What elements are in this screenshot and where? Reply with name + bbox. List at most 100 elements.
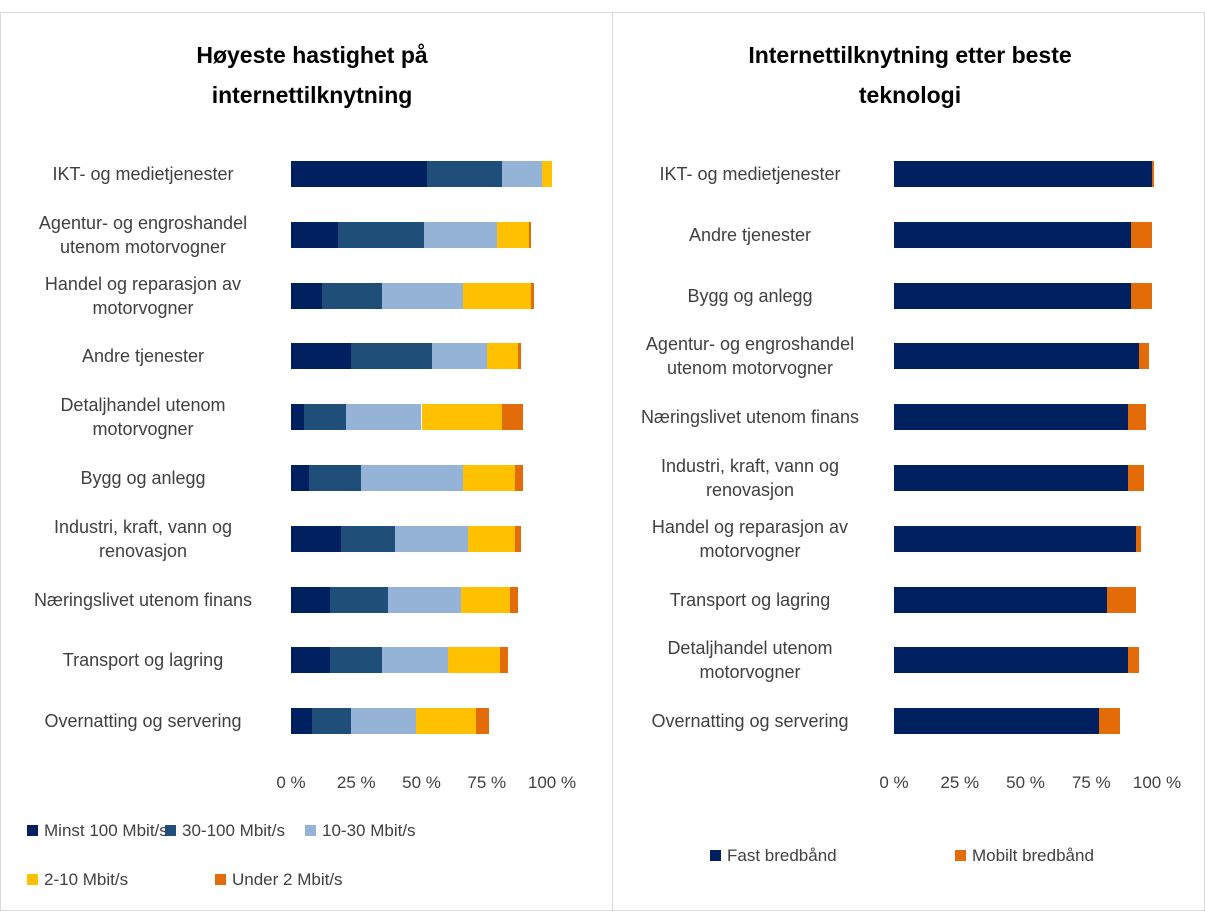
bar-segment: [894, 586, 1108, 613]
x-tick-label: 50 %: [402, 773, 441, 792]
bar-segment: [382, 282, 464, 309]
bar-segment: [894, 525, 1136, 552]
bar-segment: [382, 647, 448, 674]
category-label: Agentur- og engroshandel utenom motorvog…: [645, 334, 855, 379]
bar-segment: [1128, 404, 1147, 431]
category-label: Transport og lagring: [669, 589, 831, 610]
bar-segment: [515, 465, 524, 491]
category-label: Bygg og anlegg: [687, 285, 813, 306]
category-label: Detaljhandel utenom motorvogner: [667, 638, 833, 683]
category-label: IKT- og medietjenester: [52, 164, 234, 184]
bar-segment: [351, 343, 432, 370]
bar-segment: [304, 404, 346, 431]
bar-segment: [497, 221, 529, 248]
category-label: Handel og reparasjon av motorvogner: [44, 273, 242, 318]
bar-segment: [460, 586, 511, 613]
bar-segment: [291, 708, 312, 735]
bar-segment: [894, 404, 1129, 431]
bar-segment: [894, 221, 1131, 248]
bar-segment: [1128, 647, 1139, 674]
bar-segment: [1135, 525, 1142, 552]
bar-segment: [340, 525, 396, 552]
bar-segment: [291, 282, 323, 309]
x-tick-label: 25 %: [336, 773, 376, 792]
bar-segment: [463, 282, 532, 309]
legend-swatch: [215, 874, 226, 885]
chart-title: Internettilknytning etter beste teknolog…: [748, 42, 1072, 108]
bar-segment: [1099, 708, 1121, 735]
bar-segment: [894, 708, 1100, 735]
category-label: IKT- og medietjenester: [659, 164, 841, 184]
bar-segment: [502, 404, 524, 431]
legend-label: 30-100 Mbit/s: [182, 821, 285, 840]
legend-label: Under 2 Mbit/s: [232, 870, 343, 889]
legend-label: Minst 100 Mbit/s: [44, 821, 168, 840]
x-tick-label: 75 %: [1071, 773, 1111, 792]
chart-title: Høyeste hastighet på internettilknytning: [196, 42, 428, 108]
bar-segment: [291, 465, 310, 491]
x-tick-label: 100 %: [527, 773, 577, 792]
bar-segment: [894, 647, 1129, 674]
legend-label: Fast bredbånd: [727, 846, 837, 865]
bar-segment: [291, 586, 331, 613]
bar-segment: [426, 161, 503, 187]
bar-segment: [431, 343, 487, 370]
bar-segment: [1107, 586, 1136, 613]
x-tick-label: 50 %: [1006, 773, 1045, 792]
bar-segment: [330, 586, 388, 613]
legend-swatch: [305, 825, 316, 836]
bar-segment: [291, 161, 427, 187]
category-label: Industri, kraft, vann og renovasjon: [660, 456, 840, 500]
bar-segment: [311, 708, 352, 735]
category-label: Overnatting og servering: [44, 711, 242, 732]
category-label: Transport og lagring: [62, 650, 224, 671]
bar-segment: [309, 465, 362, 491]
bar-segment: [528, 221, 532, 248]
bar-segment: [395, 525, 469, 552]
bar-segment: [322, 282, 383, 309]
legend-swatch: [27, 874, 38, 885]
bar-segment: [291, 647, 331, 674]
legend-item: 10-30 Mbit/s: [305, 821, 416, 841]
category-label: Andre tjenester: [81, 346, 205, 367]
bar-segment: [330, 647, 383, 674]
legend-swatch: [955, 850, 966, 861]
x-tick-label: 75 %: [467, 773, 507, 792]
bar-segment: [468, 525, 516, 552]
bar-segment: [515, 525, 521, 552]
category-label: Handel og reparasjon av motorvogner: [651, 516, 849, 561]
bar-segment: [518, 343, 521, 370]
bar-segment: [447, 647, 500, 674]
legend-item: 30-100 Mbit/s: [165, 821, 285, 841]
bar-segment: [345, 404, 422, 431]
bar-segment: [424, 221, 498, 248]
legend-item: 2-10 Mbit/s: [27, 870, 128, 890]
bar-segment: [337, 221, 425, 248]
legend-item: Fast bredbånd: [710, 846, 837, 866]
bar-segment: [351, 708, 417, 735]
bar-segment: [291, 525, 341, 552]
bar-segment: [499, 647, 508, 674]
category-label: Andre tjenester: [688, 224, 812, 245]
category-label: Næringslivet utenom finans: [33, 589, 253, 610]
bar-segment: [421, 404, 503, 431]
bar-segment: [476, 708, 490, 735]
category-label: Agentur- og engroshandel utenom motorvog…: [38, 212, 248, 257]
bar-segment: [894, 465, 1129, 491]
bar-segment: [541, 161, 552, 187]
bar-segment: [416, 708, 477, 735]
bar-segment: [387, 586, 461, 613]
legend-swatch: [165, 825, 176, 836]
category-label: Næringslivet utenom finans: [640, 407, 860, 428]
bar-segment: [486, 343, 519, 370]
bar-segment: [894, 161, 1152, 187]
legend-swatch: [27, 825, 38, 836]
category-label: Bygg og anlegg: [80, 468, 206, 488]
legend-item: Mobilt bredbånd: [955, 846, 1094, 866]
category-label: Industri, kraft, vann og renovasjon: [53, 516, 233, 561]
bar-segment: [1130, 221, 1152, 248]
bar-segment: [894, 282, 1131, 309]
category-label: Detaljhandel utenom motorvogner: [60, 395, 226, 440]
legend-item: Minst 100 Mbit/s: [27, 821, 168, 841]
